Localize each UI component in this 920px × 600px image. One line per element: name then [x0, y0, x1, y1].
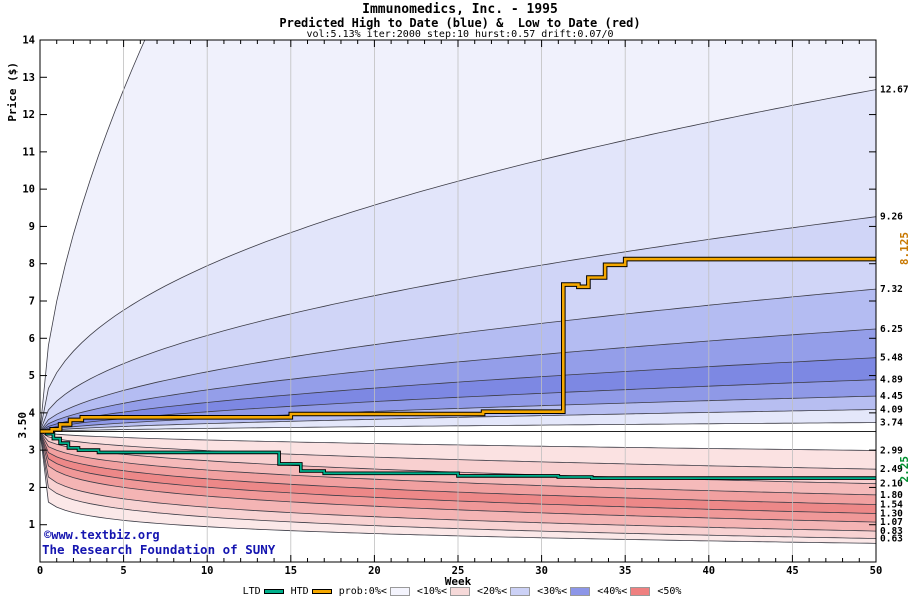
- boundary-end-label: 12.67: [880, 85, 909, 96]
- legend-swatch-ltd: [263, 589, 284, 594]
- high-prob-band: [40, 40, 876, 432]
- start-price-label: 3.50: [16, 412, 29, 439]
- x-tick-label: 10: [201, 565, 214, 577]
- credit-suny: The Research Foundation of SUNY: [42, 542, 276, 557]
- legend-label: <20%<: [476, 586, 508, 597]
- low-prob-band: [40, 431, 876, 484]
- x-tick-label: 20: [368, 565, 381, 577]
- chart-subtitle: Predicted High to Date (blue) & Low to D…: [279, 16, 641, 30]
- boundary-end-label: 2.49: [880, 464, 903, 475]
- legend-swatch-30: [570, 587, 591, 596]
- htd-line: [40, 257, 876, 433]
- boundary-end-label: 7.32: [880, 284, 903, 295]
- boundary-end-label: 0.83: [880, 526, 903, 537]
- boundary-end-label: 1.30: [880, 509, 903, 520]
- boundary-end-label: 3.74: [880, 418, 903, 429]
- plot-clip-group: [40, 40, 876, 562]
- legend-label: <10%<: [416, 586, 447, 597]
- boundary-end-label: 2.10: [880, 479, 903, 490]
- legend: LTD HTD prob:0%< <10%< <20%< <30%< <40%< <50%: [0, 586, 920, 597]
- x-tick-label: 5: [120, 565, 126, 577]
- y-tick-label: 14: [22, 35, 35, 47]
- legend-label: <40%<: [597, 586, 628, 597]
- legend-label: prob:0%<: [338, 586, 387, 597]
- y-tick-label: 3: [29, 445, 35, 457]
- y-tick-label: 12: [22, 109, 35, 121]
- low-prob-band: [40, 431, 876, 532]
- boundary-end-label: 1.54: [880, 500, 903, 511]
- y-tick-label: 6: [29, 333, 35, 345]
- legend-label: <50%: [657, 586, 682, 597]
- y-tick-label: 7: [29, 296, 35, 308]
- boundary-end-label: 4.09: [880, 405, 903, 416]
- y-axis-label: Price ($): [6, 62, 19, 122]
- boundary-end-label: 0.63: [880, 534, 903, 545]
- x-tick-label: 40: [702, 565, 715, 577]
- legend-label: HTD: [290, 586, 309, 597]
- x-tick-label: 0: [37, 565, 43, 577]
- legend-label: LTD: [242, 586, 261, 597]
- boundary-end-label: 5.48: [880, 353, 903, 364]
- boundary-end-label: 1.07: [880, 517, 903, 528]
- boundary-end-label: 4.89: [880, 375, 903, 386]
- chart-parameters: vol:5.13% iter:2000 step:10 hurst:0.57 d…: [306, 29, 614, 40]
- legend-swatch-10: [449, 587, 470, 596]
- legend-swatch-prob0: [389, 587, 410, 596]
- x-axis-label: Week: [444, 575, 472, 588]
- boundary-end-label: 6.25: [880, 324, 903, 335]
- boundary-end-label: 9.26: [880, 212, 903, 223]
- ltd-line: [40, 430, 876, 479]
- legend-label: <30%<: [537, 586, 568, 597]
- legend-swatch-htd: [311, 589, 332, 594]
- y-tick-label: 9: [29, 221, 35, 233]
- y-tick-label: 11: [22, 146, 35, 158]
- boundary-end-label: 1.80: [880, 490, 903, 501]
- y-tick-label: 2: [29, 482, 35, 494]
- x-tick-label: 45: [786, 565, 799, 577]
- low-prob-band: [40, 431, 876, 539]
- ltd-final-label: 2.25: [898, 456, 911, 483]
- credit-textbiz-link[interactable]: ©www.textbiz.org: [44, 528, 160, 542]
- x-tick-label: 35: [619, 565, 632, 577]
- boundary-end-label: 4.45: [880, 391, 903, 402]
- y-tick-label: 4: [29, 407, 35, 419]
- legend-swatch-40: [630, 587, 651, 596]
- htd-final-label: 8.125: [898, 232, 911, 266]
- y-tick-label: 10: [22, 184, 35, 196]
- y-tick-label: 13: [22, 72, 35, 84]
- legend-swatch-20: [510, 587, 531, 596]
- y-tick-label: 1: [29, 519, 35, 531]
- y-tick-label: 5: [29, 370, 35, 382]
- x-tick-label: 25: [452, 565, 465, 577]
- y-tick-label: 8: [29, 258, 35, 270]
- x-tick-label: 50: [870, 565, 883, 577]
- x-tick-label: 15: [284, 565, 297, 577]
- boundary-end-label: 2.99: [880, 446, 903, 457]
- chart-title: Immunomedics, Inc. - 1995: [362, 2, 558, 17]
- x-tick-label: 30: [535, 565, 548, 577]
